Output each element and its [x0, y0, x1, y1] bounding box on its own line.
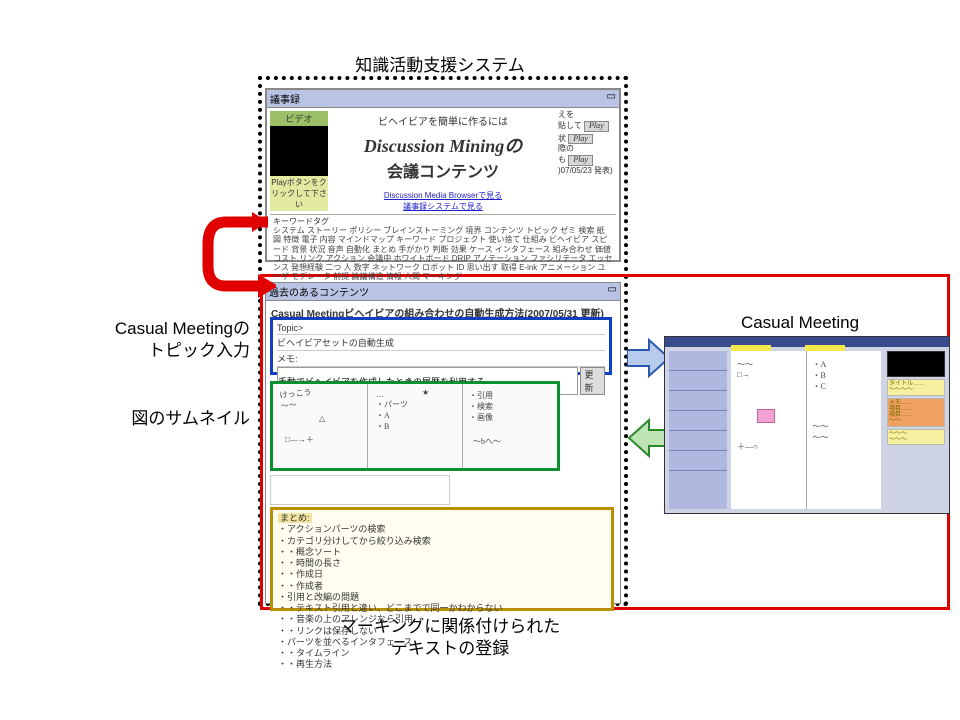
sketch-cells: けっこう～～ △ □—→＋ …・パーツ・A・B ★ ・引用・検索・画像 ～bへ～	[273, 384, 557, 468]
thumbnail-label: 図のサムネイル	[100, 408, 250, 430]
sketch-extra-cell	[270, 475, 450, 505]
upper-panel-titlebar: 議事録 ▭	[267, 90, 619, 108]
right-text1: えを 貼して	[558, 110, 582, 130]
summary-item: ・時間の長さ	[286, 558, 606, 569]
upper-heading: ビヘイビアを簡単に作るには	[332, 111, 554, 128]
sketch-box: けっこう～～ △ □—→＋ …・パーツ・A・B ★ ・引用・検索・画像 ～bへ～	[270, 381, 560, 471]
cm-right-panel: タイトル……～～～～ メモ……項目……項目……～～ ～～～～～～	[887, 351, 945, 509]
video-title-area: ビヘイビアを簡単に作るには Discussion Miningの 会議コンテンツ…	[332, 111, 554, 212]
summary-item: ・音楽の上のアレンジなら引用	[286, 614, 606, 625]
summary-item: ・タイムライン	[286, 648, 606, 659]
cm-tag-1: タイトル……～～～～	[887, 379, 945, 396]
summary-item: ・テキスト引用と違い、どこまでで同一かわからない	[286, 603, 606, 614]
keyword-body: システム ストーリー ポリシー ブレインストーミング 境界 コンテンツ トピック…	[273, 226, 613, 281]
lower-panel-title: 過去のあるコンテンツ	[269, 284, 369, 299]
video-right-col: えを 貼して Play 状 Play 際の も Play )07/05/23 発…	[558, 111, 616, 176]
summary-item: アクションパーツの検索	[286, 524, 606, 535]
topic-input-label: Casual Meetingの トピック入力	[80, 318, 250, 362]
lower-panel-titlebar: 過去のあるコンテンツ ▭	[266, 283, 620, 301]
topic-box: Topic> ビヘイビアセットの自動生成 メモ: 更新	[270, 317, 612, 375]
sketch-cell-3: ・引用・検索・画像 ～bへ～	[463, 384, 557, 468]
cm-tag-2: メモ……項目……項目……～～	[887, 398, 945, 427]
video-links: Discussion Media Browserで見る 議事録システムで見る	[332, 190, 554, 212]
summary-item: ・再生方法	[286, 659, 606, 670]
summary-item: 引用と改編の問題	[286, 592, 606, 603]
dm-overlay-line2: 会議コンテンツ	[387, 164, 499, 181]
system-title: 知識活動支援システム	[310, 55, 570, 77]
update-button[interactable]: 更新	[580, 367, 605, 395]
dm-overlay-line1: Discussion Miningの	[364, 136, 523, 156]
keyword-head: キーワードタグ	[273, 217, 613, 226]
summary-item: ・概念ソート	[286, 547, 606, 558]
topic-line1: ビヘイビアセットの自動生成	[277, 335, 605, 351]
summary-item: パーツを並べるインタフェース	[286, 637, 606, 648]
link-minutes-system[interactable]: 議事録システムで見る	[403, 202, 483, 211]
keyword-tags-block: キーワードタグ システム ストーリー ポリシー ブレインストーミング 境界 コン…	[270, 214, 616, 283]
summary-item: ・作成日	[286, 569, 606, 580]
lower-panel-body: Casual Meetingビヘイビアの組み合わせの自動生成方法(2007/05…	[266, 301, 620, 607]
cm-whiteboard: ～～□→ ＋—○ ・A・B・C ～～～～	[731, 351, 881, 509]
sketch-cell-2: …・パーツ・A・B ★	[368, 384, 463, 468]
play-button-1[interactable]: Play	[584, 121, 609, 132]
summary-item: カテゴリ分けしてから絞り込み検索	[286, 536, 606, 547]
casual-meeting-panel: 過去のあるコンテンツ ▭ Casual Meetingビヘイビアの組み合わせの自…	[265, 282, 621, 604]
summary-list: アクションパーツの検索カテゴリ分けしてから絞り込み検索・概念ソート・時間の長さ・…	[278, 524, 606, 670]
video-sidebar: ビデオ Playボタンをクリックして下さい	[270, 111, 328, 211]
play-hint: Playボタンをクリックして下さい	[270, 176, 328, 211]
summary-item: ・リンクは保存しない	[286, 626, 606, 637]
summary-head: まとめ:	[278, 513, 312, 523]
loop-arrow-icon	[198, 208, 276, 298]
upper-panel-title: 議事録	[270, 91, 300, 106]
link-media-browser[interactable]: Discussion Media Browserで見る	[384, 191, 502, 200]
video-tab[interactable]: ビデオ	[270, 111, 328, 126]
summary-box: まとめ: アクションパーツの検索カテゴリ分けしてから絞り込み検索・概念ソート・時…	[270, 507, 614, 611]
summary-item: ・作成者	[286, 581, 606, 592]
right-text2: 状	[558, 134, 566, 143]
sketch-cell-1: けっこう～～ △ □—→＋	[273, 384, 368, 468]
video-thumbnail	[270, 126, 328, 176]
upper-panel-body: ビデオ Playボタンをクリックして下さい ビヘイビアを簡単に作るには Disc…	[267, 108, 619, 286]
cm-video-thumb	[887, 351, 945, 377]
discussion-mining-panel: 議事録 ▭ ビデオ Playボタンをクリックして下さい ビヘイビアを簡単に作るに…	[265, 88, 621, 262]
memo-label: メモ:	[277, 354, 298, 364]
upper-panel-icons: ▭	[607, 91, 616, 106]
casual-meeting-app: ～～□→ ＋—○ ・A・B・C ～～～～ タイトル……～～～～ メモ……項目………	[664, 336, 950, 514]
topic-label: Topic>	[277, 323, 303, 333]
cm-left-panel	[669, 351, 727, 509]
play-button-3[interactable]: Play	[568, 155, 593, 166]
date-label: )07/05/23 発表)	[558, 166, 613, 175]
play-button-2[interactable]: Play	[568, 134, 593, 145]
cm-tag-3: ～～～～～～	[887, 429, 945, 446]
lower-panel-icons: ▭	[608, 284, 617, 299]
cm-pink-highlight	[757, 409, 775, 423]
